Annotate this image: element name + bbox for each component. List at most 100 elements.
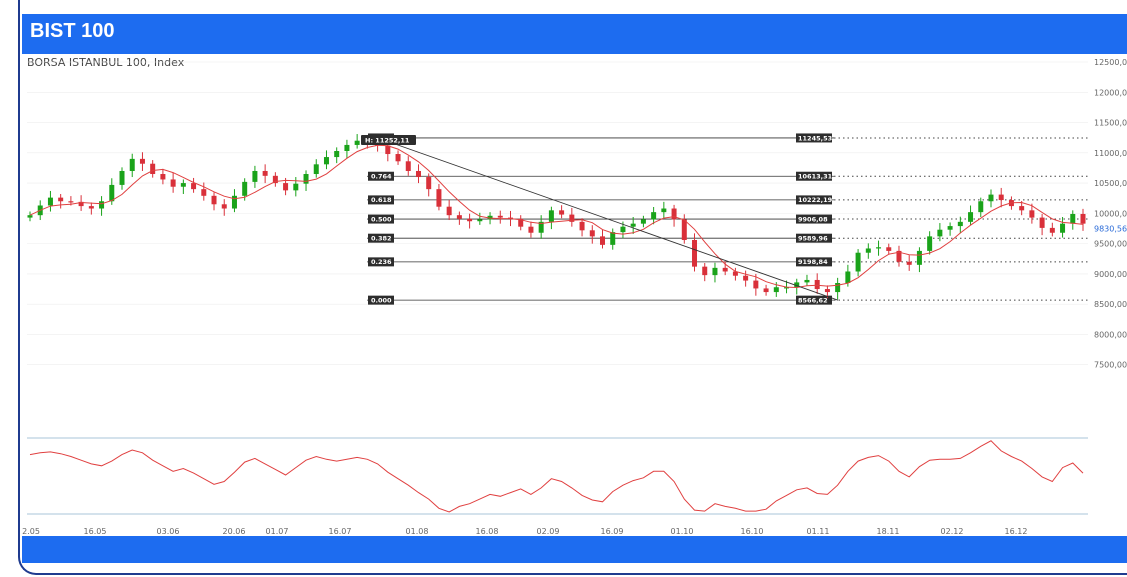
fib-value-label: 11245,53 bbox=[798, 134, 832, 142]
candle-body bbox=[753, 280, 759, 289]
fib-ratio-label: 0.764 bbox=[371, 173, 392, 181]
y-tick-label: 10500,00 bbox=[1094, 179, 1127, 188]
high-label: H: 11252,11 bbox=[365, 137, 410, 145]
candle-body bbox=[906, 261, 912, 265]
chart-frame bbox=[18, 0, 1127, 575]
candle-body bbox=[395, 154, 401, 162]
candle-body bbox=[640, 219, 646, 224]
candle-body bbox=[293, 183, 299, 191]
page-title: BIST 100 bbox=[30, 20, 115, 42]
candle-body bbox=[896, 250, 902, 262]
y-tick-label: 12000,00 bbox=[1094, 88, 1127, 97]
candle-body bbox=[88, 206, 94, 209]
candle-body bbox=[876, 247, 882, 249]
candle-body bbox=[968, 212, 974, 222]
candle-body bbox=[998, 194, 1004, 201]
fib-ratio-box bbox=[368, 214, 394, 224]
fib-value-box bbox=[796, 171, 832, 181]
rsi-panel bbox=[27, 437, 1088, 515]
candle-body bbox=[323, 157, 329, 165]
x-tick-label: 16.07 bbox=[329, 527, 352, 536]
fib-ratio-label: 0.236 bbox=[371, 258, 392, 266]
rsi-line bbox=[29, 440, 1084, 513]
fib-value-box bbox=[796, 233, 832, 243]
x-tick-label: 01.08 bbox=[406, 527, 429, 536]
fib-ratio-label: 0.000 bbox=[371, 296, 392, 304]
candle-body bbox=[477, 219, 483, 222]
candle-body bbox=[1049, 227, 1055, 233]
candle-body bbox=[773, 287, 779, 293]
candle-body bbox=[180, 183, 186, 187]
candle-body bbox=[681, 219, 687, 241]
fib-ratio-label: 0.500 bbox=[371, 215, 392, 223]
x-tick-label: 16.08 bbox=[476, 527, 499, 536]
candle-body bbox=[784, 287, 790, 289]
candle-body bbox=[692, 240, 698, 267]
candle-body bbox=[947, 226, 953, 230]
candle-body bbox=[456, 215, 462, 219]
candle-body bbox=[139, 158, 145, 164]
candle-body bbox=[722, 267, 728, 272]
candle-body bbox=[129, 158, 135, 171]
candle-body bbox=[548, 210, 554, 222]
candle-body bbox=[1029, 210, 1035, 218]
x-tick-label: 2.05 bbox=[22, 527, 40, 536]
y-axis: 12500,00 12000,00 11500,00 11000,00 10500,00… bbox=[1094, 58, 1127, 370]
fib-ratio-label: 0.618 bbox=[371, 196, 392, 204]
candle-body bbox=[68, 201, 74, 203]
x-tick-label: 03.06 bbox=[157, 527, 180, 536]
candle-body bbox=[957, 221, 963, 227]
candle-body bbox=[651, 212, 657, 220]
x-tick-label: 16.10 bbox=[741, 527, 764, 536]
candle-body bbox=[712, 267, 718, 276]
y-tick-label: 7500,00 bbox=[1094, 361, 1127, 370]
x-axis: 2.05 16.05 03.06 20.06 01.07 16.07 01.08 16.08 0… bbox=[22, 527, 1027, 536]
candle-body bbox=[344, 144, 350, 152]
y-tick-label: 8500,00 bbox=[1094, 300, 1127, 309]
candle-body bbox=[855, 252, 861, 272]
y-tick-label: 12500,00 bbox=[1094, 58, 1127, 67]
trend-line bbox=[377, 137, 839, 301]
candle-body bbox=[191, 183, 197, 190]
candle-body bbox=[303, 174, 309, 184]
candle-body bbox=[763, 288, 769, 293]
candle-body bbox=[242, 181, 248, 196]
candle-body bbox=[927, 236, 933, 251]
candle-body bbox=[415, 170, 421, 178]
y-tick-label: 9000,00 bbox=[1094, 270, 1127, 279]
x-tick-label: 01.07 bbox=[266, 527, 289, 536]
candle-body bbox=[334, 151, 340, 158]
candle-body bbox=[109, 184, 115, 202]
moving-average bbox=[29, 144, 1084, 289]
x-tick-label: 02.12 bbox=[941, 527, 964, 536]
candle-body bbox=[211, 195, 217, 205]
candle-body bbox=[661, 208, 667, 213]
candle-body bbox=[804, 279, 810, 283]
y-tick-label: 9500,00 bbox=[1094, 240, 1127, 249]
candle-body bbox=[559, 210, 565, 215]
candle-body bbox=[569, 214, 575, 222]
fib-ratio-box bbox=[368, 171, 394, 181]
candle-body bbox=[937, 229, 943, 237]
fib-ratio-label: 0.382 bbox=[371, 234, 392, 242]
candle-body bbox=[354, 140, 360, 145]
candle-body bbox=[845, 271, 851, 283]
x-tick-label: 16.05 bbox=[84, 527, 107, 536]
fib-value-box bbox=[796, 214, 832, 224]
candle-body bbox=[160, 174, 166, 180]
x-tick-label: 02.09 bbox=[537, 527, 560, 536]
candle-body bbox=[1060, 223, 1066, 233]
candle-body bbox=[600, 236, 606, 245]
candle-body bbox=[1039, 217, 1045, 228]
candle-body bbox=[538, 221, 544, 233]
candle-body bbox=[1080, 213, 1086, 224]
fib-value-label: 8566,62 bbox=[798, 296, 828, 304]
y-tick-label: 11500,00 bbox=[1094, 119, 1127, 128]
chart-subtitle: BORSA ISTANBUL 100, Index bbox=[27, 56, 185, 69]
footer-bar bbox=[22, 536, 1127, 563]
candle-body bbox=[518, 218, 524, 227]
fib-value-label: 9589,96 bbox=[798, 234, 828, 242]
candle-body bbox=[119, 170, 125, 185]
y-tick-label: 11000,00 bbox=[1094, 149, 1127, 158]
candle-body bbox=[221, 204, 227, 209]
